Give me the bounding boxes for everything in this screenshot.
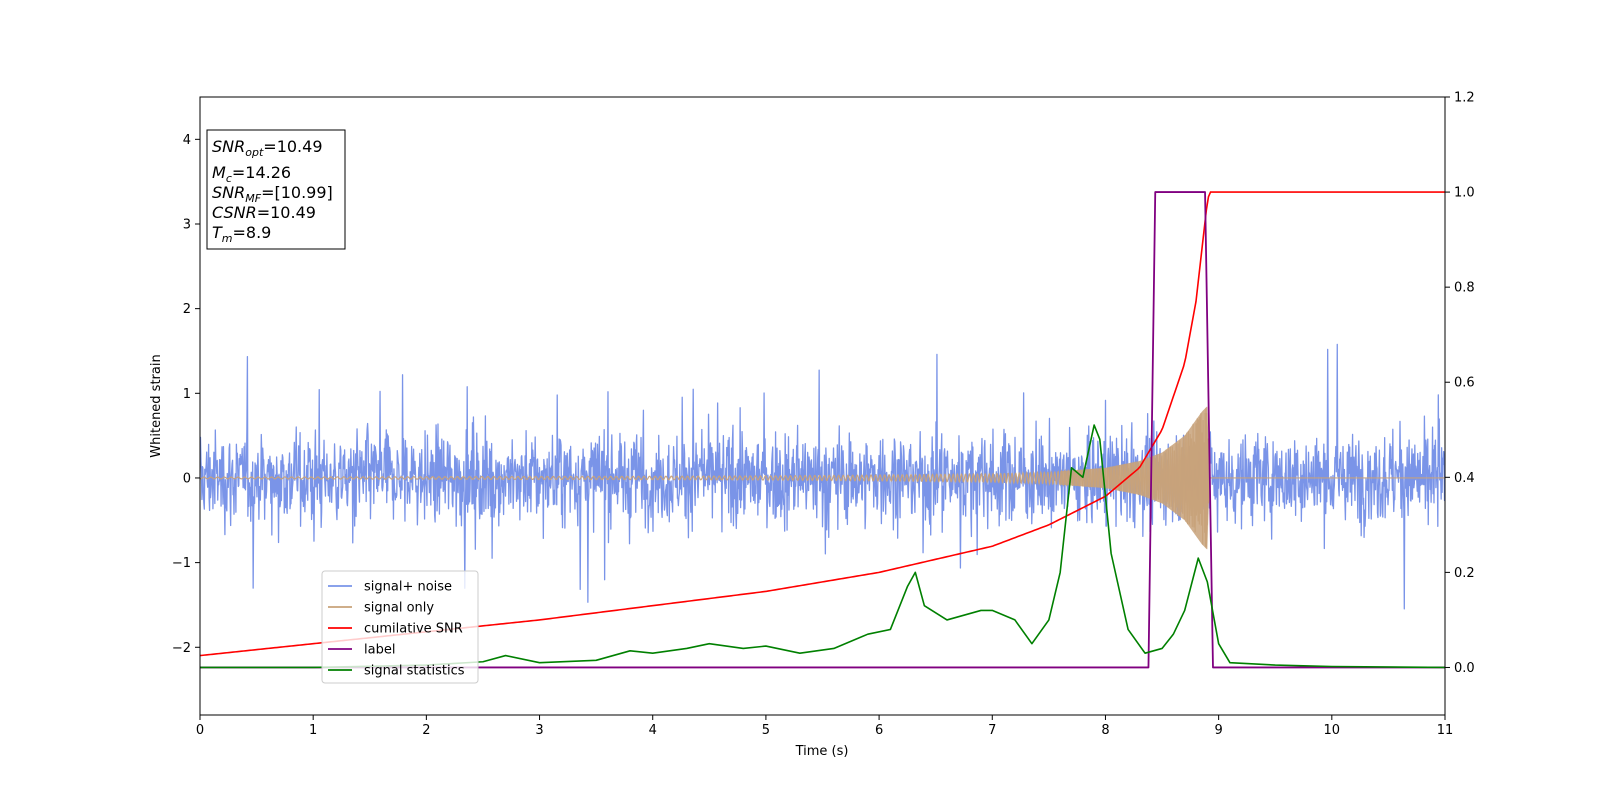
y-right-tick-label: 0.6 — [1454, 376, 1475, 391]
csnr-text: CSNR=10.49 — [212, 203, 316, 222]
x-tick-label: 6 — [875, 723, 883, 738]
y-left-tick-label: 0 — [183, 471, 191, 486]
x-tick-label: 9 — [1214, 723, 1222, 738]
signal-only-line — [200, 407, 1445, 548]
x-tick-label: 2 — [422, 723, 430, 738]
snr-info-box: SNRopt=10.49 Mc=14.26 SNRMF=[10.99] CSNR… — [206, 129, 346, 250]
y-axis-title: Whitened strain — [149, 354, 164, 457]
y-left-tick-label: 1 — [183, 387, 191, 402]
x-axis-title: Time (s) — [795, 744, 849, 759]
signal-only-envelope — [1060, 406, 1210, 550]
y-right-tick-label: 0.2 — [1454, 566, 1475, 581]
chirp-mass-text: Mc=14.26 — [212, 163, 291, 185]
x-tick-label: 7 — [988, 723, 996, 738]
legend: signal+ noise signal only cumilative SNR la… — [321, 570, 479, 684]
legend-label: cumilative SNR — [364, 622, 463, 637]
y-right-tick-label: 1.2 — [1454, 91, 1475, 106]
snr-mf-text: SNRMF=[10.99] — [212, 183, 333, 205]
snr-opt-text: SNRopt=10.49 — [212, 137, 323, 159]
legend-label: signal statistics — [364, 664, 465, 679]
y-right-tick-label: 0.0 — [1454, 661, 1475, 676]
legend-frame — [321, 570, 479, 684]
legend-label: label — [364, 643, 395, 658]
series-label — [200, 191, 1445, 669]
x-tick-label: 3 — [535, 723, 543, 738]
y-left-tick-label: −2 — [172, 641, 191, 656]
y-axis-left-ticks: −2 −1 0 1 2 3 4 — [172, 133, 200, 656]
plot-frame — [199, 96, 1446, 716]
y-left-tick-label: 3 — [183, 217, 191, 232]
snr-info-frame — [206, 129, 346, 250]
merger-time-text: Tm=8.9 — [212, 223, 271, 245]
y-right-tick-label: 0.4 — [1454, 471, 1475, 486]
x-tick-label: 10 — [1324, 723, 1341, 738]
x-tick-label: 11 — [1437, 723, 1454, 738]
legend-label: signal+ noise — [364, 580, 452, 595]
y-left-tick-label: 4 — [183, 133, 191, 148]
y-right-tick-label: 0.8 — [1454, 281, 1475, 296]
x-tick-label: 8 — [1101, 723, 1109, 738]
series-signal-only — [200, 406, 1445, 550]
series-signal-statistics — [200, 424, 1445, 669]
y-right-tick-label: 1.0 — [1454, 186, 1475, 201]
signal-plus-noise-line — [200, 343, 1445, 610]
y-axis-right-ticks: 0.0 0.2 0.4 0.6 0.8 1.0 1.2 — [1445, 91, 1475, 676]
x-tick-label: 5 — [762, 723, 770, 738]
y-left-tick-label: −1 — [172, 556, 191, 571]
y-left-tick-label: 2 — [183, 302, 191, 317]
x-tick-label: 1 — [309, 723, 317, 738]
x-tick-label: 0 — [196, 723, 204, 738]
x-axis-ticks: 0 1 2 3 4 5 6 7 8 9 10 11 — [196, 715, 1453, 738]
signal-statistics-line — [200, 424, 1445, 669]
legend-label: signal only — [364, 601, 434, 616]
series-signal-plus-noise — [200, 343, 1445, 610]
x-tick-label: 4 — [649, 723, 657, 738]
label-line — [200, 191, 1445, 669]
